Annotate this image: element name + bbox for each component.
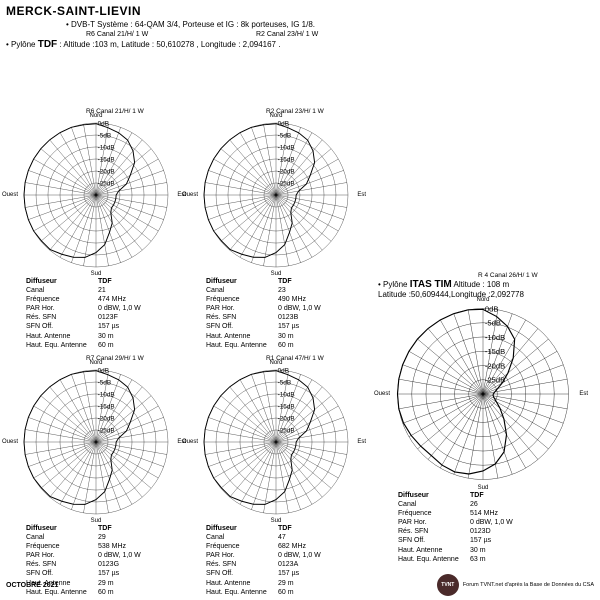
system-line: DVB-T Système : 64-QAM 3/4, Porteuse et … [66, 20, 594, 29]
chart-info: DiffuseurTDFCanal23Fréquence490 MHzPAR H… [186, 277, 366, 350]
cardinal-n: Nord [269, 113, 282, 119]
cardinal-e: Est [357, 192, 366, 198]
cardinal-s: Sud [91, 518, 102, 524]
cardinal-s: Sud [271, 518, 282, 524]
cardinal-n: Nord [89, 113, 102, 119]
cardinal-w: Ouest [2, 439, 18, 445]
cardinal-w: Ouest [182, 439, 198, 445]
pylone-itas-line: Pylône ITAS TIM Altitude : 108 m [378, 279, 588, 290]
polar-chart: R6 Canal 21/H/ 1 W0dB-5dB-10dB-15dB-20dB… [6, 108, 186, 350]
cardinal-w: Ouest [374, 391, 390, 397]
polar-chart-large: R 4 Canal 26/H/ 1 WPylône ITAS TIM Altit… [378, 272, 588, 564]
cardinal-s: Sud [478, 485, 489, 491]
polar-chart: R7 Canal 29/H/ 1 W0dB-5dB-10dB-15dB-20dB… [6, 355, 186, 597]
cardinal-n: Nord [269, 360, 282, 366]
canal-line-right: R2 Canal 23/H/ 1 W [256, 31, 318, 38]
pylone-tdf-line: Pylône TDF : Altitude :103 m, Latitude :… [6, 39, 594, 50]
polar-chart: R1 Canal 47/H/ 1 W0dB-5dB-10dB-15dB-20dB… [186, 355, 366, 597]
canal-line-left: R6 Canal 21/H/ 1 W [86, 31, 256, 38]
cardinal-s: Sud [91, 271, 102, 277]
cardinal-e: Est [579, 391, 588, 397]
polar-chart: R2 Canal 23/H/ 1 W0dB-5dB-10dB-15dB-20dB… [186, 108, 366, 350]
chart-info: DiffuseurTDFCanal26Fréquence514 MHzPAR H… [378, 491, 588, 564]
cardinal-n: Nord [89, 360, 102, 366]
cardinal-w: Ouest [2, 192, 18, 198]
page-title: MERCK-SAINT-LIEVIN [6, 4, 594, 18]
cardinal-s: Sud [271, 271, 282, 277]
cardinal-n: Nord [476, 297, 489, 303]
chart-header: R 4 Canal 26/H/ 1 W [378, 272, 588, 279]
footer-credit: Forum TVNT.net d'après la Base de Donnée… [463, 582, 594, 588]
cardinal-e: Est [357, 439, 366, 445]
footer-date: OCTOBRE 2021 [6, 582, 58, 589]
cardinal-w: Ouest [182, 192, 198, 198]
logo-icon: TVNT [437, 574, 459, 596]
chart-info: DiffuseurTDFCanal21Fréquence474 MHzPAR H… [6, 277, 186, 350]
